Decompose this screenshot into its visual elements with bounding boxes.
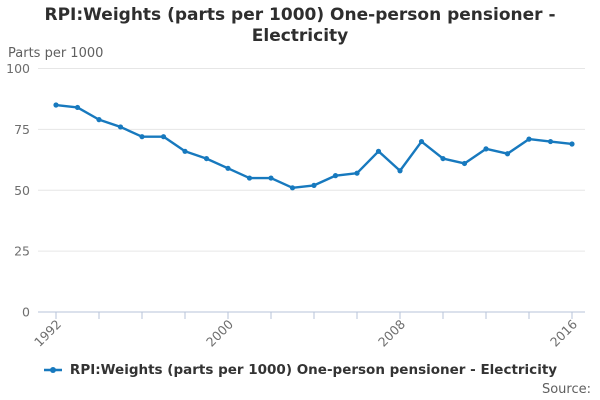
legend-line-marker <box>43 367 62 373</box>
data-point <box>547 138 554 145</box>
data-point <box>53 102 59 108</box>
data-point <box>182 148 188 154</box>
data-point <box>569 141 575 147</box>
data-point <box>225 165 231 171</box>
data-point <box>246 175 253 181</box>
data-point <box>203 155 210 162</box>
data-point <box>375 148 382 154</box>
x-tick-label: 2008 <box>375 316 408 349</box>
data-point <box>397 168 403 174</box>
legend-marker-dot <box>49 367 56 373</box>
x-tick-label: 1992 <box>31 317 64 350</box>
source-label: Source: <box>541 382 591 397</box>
y-axis-unit-label: Parts per 1000 <box>8 46 104 61</box>
data-point <box>160 134 167 140</box>
y-tick-label: 100 <box>6 61 30 76</box>
legend-label: RPI:Weights (parts per 1000) One-person … <box>69 362 558 378</box>
legend: RPI:Weights (parts per 1000) One-person … <box>0 362 600 378</box>
data-point <box>139 134 145 140</box>
data-point <box>289 185 296 191</box>
chart-line <box>54 103 574 190</box>
data-point <box>96 117 102 123</box>
data-point <box>311 182 317 188</box>
data-point <box>332 173 339 179</box>
y-tick-label: 75 <box>14 122 30 137</box>
data-point <box>418 138 425 145</box>
data-point <box>117 124 124 130</box>
y-tick-label: 0 <box>22 305 30 320</box>
data-point <box>483 146 489 152</box>
data-point <box>504 151 511 157</box>
x-tick-label: 2016 <box>547 316 580 349</box>
data-point <box>268 175 274 181</box>
data-point <box>74 104 81 111</box>
data-point <box>526 136 532 142</box>
x-tick-label: 2000 <box>203 316 236 349</box>
y-tick-label: 50 <box>14 183 30 198</box>
chart-title: RPI:Weights (parts per 1000) One-person … <box>44 5 556 47</box>
data-point <box>440 155 446 162</box>
data-point <box>354 170 360 176</box>
data-point <box>461 160 468 167</box>
y-tick-label: 25 <box>14 244 30 259</box>
